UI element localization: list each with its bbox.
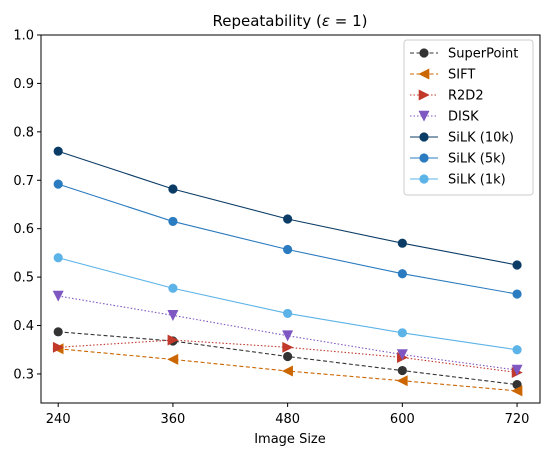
legend-marker (419, 174, 429, 184)
legend-item: R2D2 (410, 89, 484, 104)
y-tick-label: 0.6 (13, 222, 34, 237)
data-point (281, 365, 293, 377)
data-point (53, 146, 63, 156)
data-point (396, 375, 408, 387)
legend-item: SiLK (5k) (410, 152, 506, 167)
y-tick-label: 0.8 (13, 125, 34, 140)
series (53, 179, 522, 299)
legend-box (403, 39, 534, 196)
legend-label: SiLK (10k) (448, 131, 514, 146)
series-line (58, 295, 518, 371)
y-tick-label: 1.0 (13, 29, 34, 44)
data-point (168, 184, 178, 194)
legend-item: SiLK (1k) (410, 173, 506, 188)
data-point (397, 269, 407, 279)
legend-marker (418, 89, 430, 101)
data-point (53, 253, 63, 263)
data-point (283, 351, 293, 362)
data-point (512, 260, 522, 270)
legend-label: SiLK (5k) (448, 152, 506, 167)
series-line (58, 183, 518, 295)
legend-marker (418, 68, 430, 80)
x-tick-label: 240 (46, 412, 71, 427)
data-point (397, 238, 407, 248)
series (52, 343, 523, 397)
y-tick-label: 0.9 (13, 77, 34, 92)
series (53, 146, 522, 270)
legend-label: R2D2 (448, 89, 484, 104)
data-point (52, 341, 64, 353)
data-point (167, 310, 179, 322)
legend-marker (419, 48, 429, 58)
data-point (282, 330, 294, 342)
series (53, 253, 522, 355)
x-tick-label: 480 (275, 412, 300, 427)
data-point (397, 365, 407, 376)
plot-frame (40, 34, 541, 404)
data-point (283, 308, 293, 319)
y-tick-label: 0.4 (13, 319, 34, 334)
legend-item: SiLK (10k) (410, 131, 514, 146)
data-point (283, 244, 293, 255)
legend-marker (419, 153, 429, 163)
legend-label: SIFT (448, 68, 475, 83)
data-point (282, 341, 294, 353)
legend-marker (419, 132, 429, 142)
data-point (512, 345, 522, 355)
legend-item: SuperPoint (410, 47, 518, 62)
x-tick-label: 360 (161, 412, 186, 427)
legend-label: SiLK (1k) (448, 173, 506, 188)
data-point (511, 364, 523, 376)
y-tick-label: 0.7 (13, 174, 34, 189)
data-point (52, 290, 64, 302)
data-point (53, 327, 63, 337)
data-point (511, 385, 523, 397)
plot-area: 0.3 0.4 0.5 0.6 0.7 0.8 0.9 1.0 240 360 480 600 720 (13, 29, 541, 427)
data-point (512, 289, 522, 299)
data-point (283, 214, 293, 224)
x-tick-label: 720 (505, 412, 530, 427)
data-point (53, 179, 63, 189)
data-point (167, 334, 179, 346)
data-point (167, 353, 179, 365)
y-tick-label: 0.3 (13, 367, 34, 382)
legend-label: SuperPoint (448, 47, 518, 62)
legend-label: DISK (448, 110, 479, 125)
series (52, 290, 523, 376)
data-point (168, 216, 178, 227)
data-point (396, 349, 408, 361)
legend-item: SIFT (410, 68, 475, 83)
data-point (397, 328, 407, 338)
chart-title: Repeatability (ε = 1) (212, 12, 367, 30)
legend-marker (418, 110, 430, 122)
data-point (168, 283, 178, 293)
legend-item: DISK (410, 110, 479, 125)
x-tick-label: 600 (390, 412, 415, 427)
legend: SuperPoint SIFT R2D2 DISK SiLK (10k) SiLK (5k… (403, 39, 534, 196)
y-tick-label: 0.5 (13, 271, 34, 286)
x-axis-label: Image Size (254, 432, 326, 447)
